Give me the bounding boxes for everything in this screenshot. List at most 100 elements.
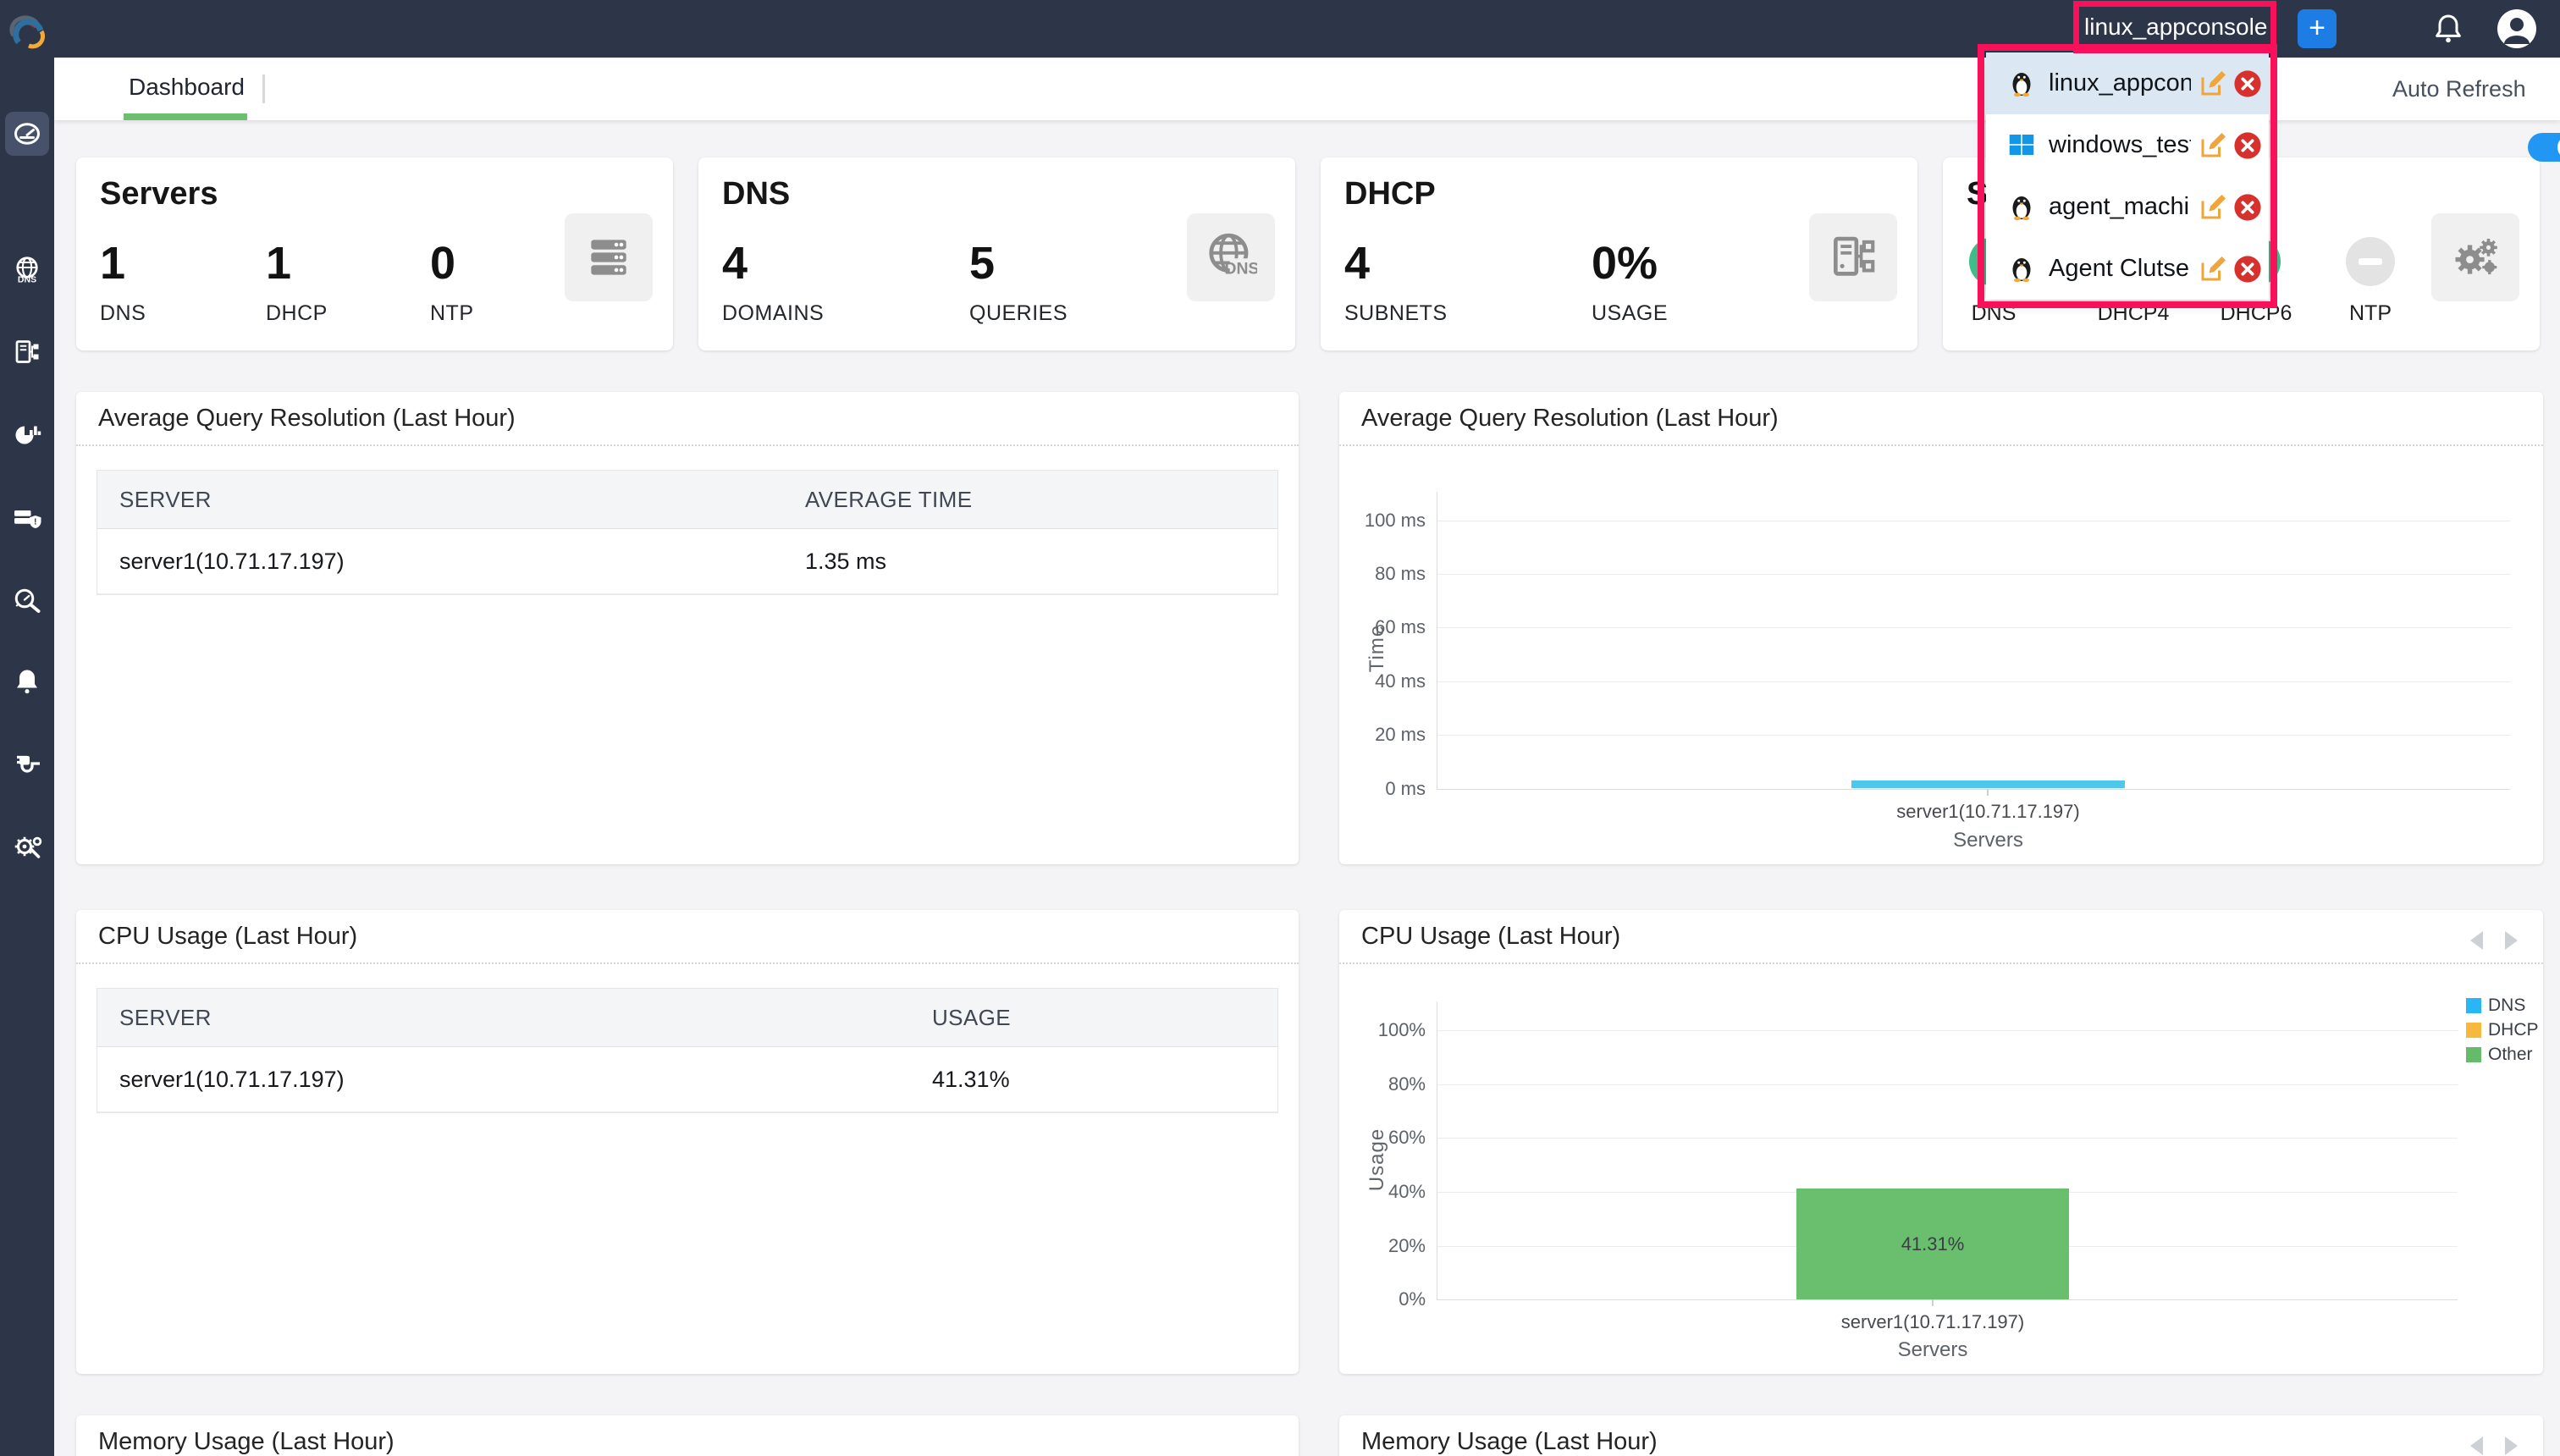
server-name-cell: server1(10.71.17.197) [119, 549, 345, 574]
gridline [1437, 735, 2510, 736]
cpu-usage-chart-panel: CPU Usage (Last Hour) 100% 80% 60% 40% 2… [1339, 910, 2543, 1374]
dropdown-item-agent-cluster[interactable]: Agent Clutser2 [1986, 238, 2269, 300]
sidebar-item-reports[interactable] [5, 413, 49, 457]
notifications-bell-icon[interactable] [2431, 11, 2465, 47]
x-category-label: server1(10.71.17.197) [1896, 801, 2080, 822]
delete-appliance-icon[interactable] [2233, 69, 2262, 98]
dhcp-network-icon [15, 340, 39, 363]
sidebar-item-monitoring[interactable] [5, 579, 49, 623]
chart-pagination[interactable] [2470, 930, 2518, 951]
query-resolution-chart-panel: Average Query Resolution (Last Hour) 100… [1339, 392, 2543, 864]
top-bar: linux_appconsole + [0, 0, 2560, 58]
edit-appliance-icon[interactable] [2198, 69, 2228, 99]
tab-dashboard[interactable]: Dashboard [124, 58, 247, 120]
stat-label: DHCP [266, 301, 328, 325]
delete-appliance-icon[interactable] [2233, 131, 2262, 160]
add-appliance-button[interactable]: + [2298, 9, 2337, 48]
delete-appliance-icon[interactable] [2233, 193, 2262, 222]
card-title: DNS [722, 176, 791, 212]
tab-separator [262, 74, 265, 103]
legend-label: Other [2488, 1045, 2533, 1064]
column-header-server: SERVER [119, 487, 212, 512]
y-tick-label: 20 ms [1375, 724, 1426, 745]
table-row: server1(10.71.17.197) 41.31% [97, 1047, 1277, 1112]
toggle-knob [2557, 135, 2560, 159]
appliance-dropdown-menu: linux_appconso windows_test_b [1986, 52, 2269, 300]
card-dhcp: DHCP 4 SUBNETS 0% USAGE [1321, 157, 1917, 350]
search-gauge-icon [14, 588, 41, 613]
panel-title: CPU Usage (Last Hour) [1361, 923, 1621, 950]
alerts-bell-icon [17, 670, 37, 694]
sidebar-item-integrations[interactable] [5, 739, 49, 783]
legend-swatch [2466, 998, 2481, 1013]
x-axis-label: Servers [1897, 1338, 1968, 1361]
next-chart-arrow-icon[interactable] [2505, 931, 2518, 950]
legend-item-dns: DNS [2466, 995, 2525, 1015]
x-tick [1932, 1299, 1934, 1306]
auto-refresh-label: Auto Refresh [2392, 76, 2526, 102]
sidebar-item-dhcp[interactable] [5, 331, 49, 375]
dropdown-item-agent-machine[interactable]: agent_machine1 [1986, 176, 2269, 238]
stat-value: 4 [722, 238, 748, 289]
column-header-average-time: AVERAGE TIME [805, 487, 973, 512]
plug-icon [17, 755, 40, 773]
stat-value: 1 [100, 238, 126, 289]
server-name-cell: server1(10.71.17.197) [119, 1067, 345, 1092]
linux-tux-icon [2012, 73, 2031, 97]
legend-swatch [2466, 1023, 2481, 1038]
card-servers: Servers 1 DNS 1 DHCP 0 NTP [76, 157, 673, 350]
dropdown-item-windows-test[interactable]: windows_test_b [1986, 114, 2269, 176]
svg-text:!: ! [34, 517, 37, 527]
card-dns: DNS 4 DOMAINS 5 QUERIES DNS [698, 157, 1295, 350]
services-gears-icon [2431, 213, 2519, 301]
x-axis-line [1437, 789, 2510, 790]
app-logo-icon[interactable] [7, 10, 49, 49]
column-header-server: SERVER [119, 1005, 212, 1030]
x-axis-label: Servers [1953, 829, 2023, 852]
chart-pagination[interactable] [2470, 1436, 2518, 1456]
edit-appliance-icon[interactable] [2198, 192, 2228, 223]
previous-chart-arrow-icon[interactable] [2470, 931, 2483, 950]
dhcp-network-icon [1809, 213, 1897, 301]
stat-label: DOMAINS [722, 301, 825, 325]
sidebar-item-dashboard[interactable] [5, 112, 49, 156]
active-tab-underline [124, 113, 247, 120]
edit-appliance-icon[interactable] [2198, 254, 2228, 284]
linux-tux-icon [2012, 258, 2031, 283]
dropdown-item-linux-appconsole[interactable]: linux_appconso [1986, 52, 2269, 114]
user-avatar[interactable] [2497, 9, 2536, 48]
service-label: DHCP4 [2097, 301, 2170, 325]
sidebar-item-dns[interactable]: DNS [5, 248, 49, 292]
memory-usage-table-panel: Memory Usage (Last Hour) [76, 1415, 1299, 1456]
server-stack-icon [565, 213, 653, 301]
sidebar-item-security[interactable]: ! [5, 496, 49, 540]
y-tick-label: 100 ms [1364, 510, 1426, 531]
sidebar-item-admin[interactable] [5, 825, 49, 869]
svg-text:DNS: DNS [1224, 259, 1257, 278]
auto-refresh-toggle[interactable] [2528, 133, 2560, 162]
column-header-usage: USAGE [932, 1005, 1012, 1030]
next-chart-arrow-icon[interactable] [2505, 1437, 2518, 1455]
x-tick [1987, 789, 1989, 796]
svg-text:DNS: DNS [18, 274, 36, 284]
y-tick-label: 20% [1388, 1235, 1426, 1256]
y-axis-label: Usage [1366, 1128, 1388, 1192]
query-resolution-table-panel: Average Query Resolution (Last Hour) SER… [76, 392, 1299, 864]
dns-globe-icon: DNS [1187, 213, 1275, 301]
gear-wrench-icon [14, 836, 42, 858]
delete-appliance-icon[interactable] [2233, 255, 2262, 284]
legend-item-dhcp: DHCP [2466, 1020, 2539, 1040]
x-axis-line [1437, 1299, 2458, 1300]
dropdown-item-label: windows_test_b [2049, 131, 2191, 158]
edit-appliance-icon[interactable] [2198, 130, 2228, 161]
y-tick-label: 40% [1388, 1181, 1426, 1202]
query-resolution-table: SERVER AVERAGE TIME server1(10.71.17.197… [97, 470, 1278, 595]
stat-value: 1 [266, 238, 292, 289]
stat-value: 0% [1592, 238, 1658, 289]
appliance-selector-button[interactable]: linux_appconsole [2084, 14, 2268, 40]
previous-chart-arrow-icon[interactable] [2470, 1437, 2483, 1455]
cpu-usage-table: SERVER USAGE server1(10.71.17.197) 41.31… [97, 988, 1278, 1113]
panel-title: Memory Usage (Last Hour) [98, 1428, 394, 1455]
sidebar-item-alerts[interactable] [5, 659, 49, 703]
